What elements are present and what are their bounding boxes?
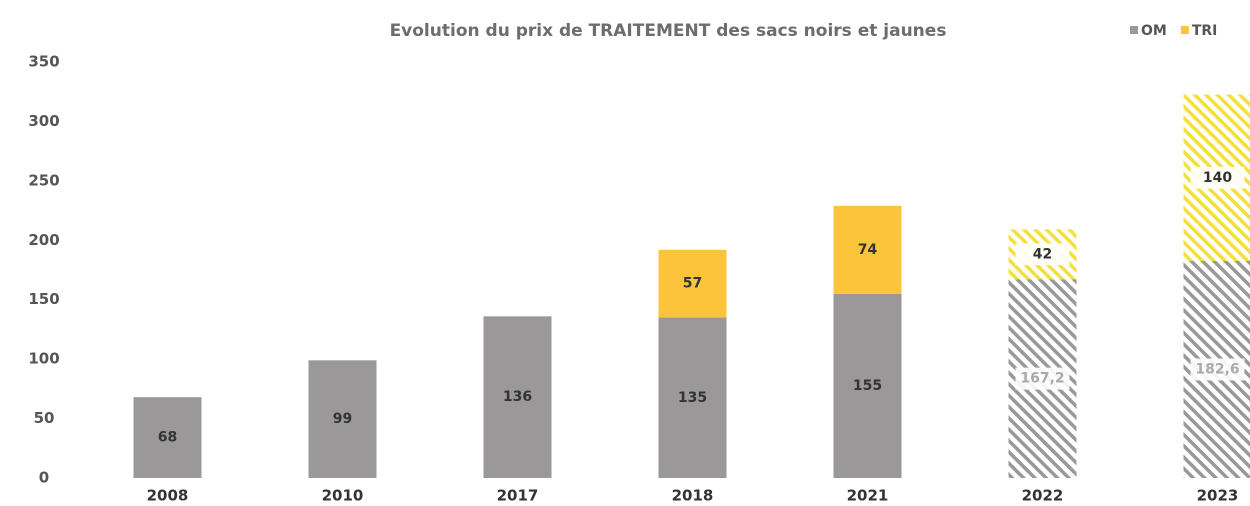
bar-segment [658, 317, 727, 478]
y-tick-label: 250 [28, 171, 59, 189]
bar-segment [483, 316, 552, 478]
chart-title: Evolution du prix de TRAITEMENT des sacs… [390, 21, 947, 41]
legend-swatch [1180, 26, 1189, 34]
x-tick-label: 2023 [1197, 487, 1239, 505]
legend-label: TRI [1192, 23, 1218, 39]
y-tick-label: 150 [28, 290, 59, 308]
y-tick-label: 200 [28, 231, 59, 249]
value-label: 99 [333, 411, 352, 427]
bar-segment [308, 360, 377, 478]
y-tick-label: 50 [34, 409, 55, 427]
x-tick-label: 2022 [1022, 487, 1064, 505]
value-label: 42 [1033, 246, 1052, 262]
value-label-bg [1015, 243, 1070, 266]
x-tick-label: 2018 [672, 487, 714, 505]
value-label-bg [1015, 367, 1070, 390]
x-tick-label: 2008 [147, 487, 189, 505]
value-label: 140 [1203, 170, 1232, 186]
value-label-bg [1190, 358, 1245, 381]
value-label: 57 [683, 276, 702, 292]
value-label: 155 [853, 378, 882, 394]
bar-segment [833, 205, 902, 294]
y-tick-label: 0 [39, 469, 49, 487]
legend-label: OM [1141, 23, 1167, 39]
y-tick-label: 100 [28, 350, 59, 368]
legend-swatch [1130, 26, 1138, 34]
value-label-bg [1190, 166, 1245, 189]
value-label: 74 [858, 242, 878, 258]
value-label: 136 [503, 389, 532, 405]
bar-segment [133, 397, 202, 478]
value-label: 167,2 [1020, 371, 1064, 387]
y-tick-label: 300 [28, 112, 59, 130]
bar-segment [833, 293, 902, 478]
x-tick-label: 2021 [847, 487, 889, 505]
value-label: 68 [158, 430, 177, 446]
bar-segment [658, 249, 727, 318]
x-tick-label: 2010 [322, 487, 364, 505]
value-label: 182,6 [1195, 361, 1239, 377]
y-tick-label: 350 [28, 53, 59, 71]
value-label: 135 [678, 390, 707, 406]
x-tick-label: 2017 [497, 487, 539, 505]
